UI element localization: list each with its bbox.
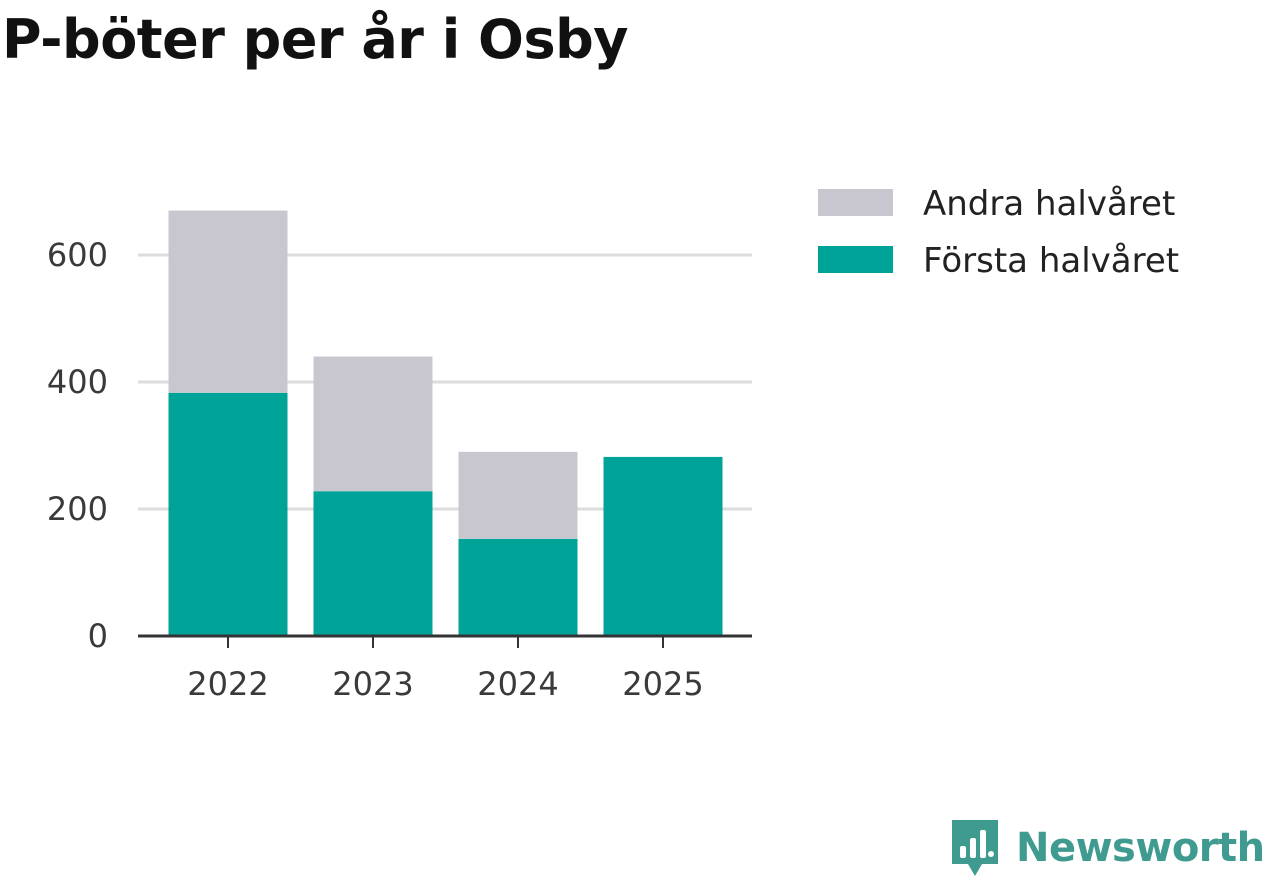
bar-2022-forsta-halvaret <box>168 392 288 636</box>
legend-swatch-andra-halvaret <box>818 189 893 216</box>
legend-label-forsta-halvaret: Första halvåret <box>923 241 1179 281</box>
bar-2023-forsta-halvaret <box>313 491 433 636</box>
x-tick-label-2025: 2025 <box>622 665 703 703</box>
x-tick-label-2022: 2022 <box>187 665 268 703</box>
bar-2025-forsta-halvaret <box>603 456 723 636</box>
y-tick-label-400: 400 <box>47 363 108 401</box>
bar-2024-forsta-halvaret <box>458 538 578 636</box>
bar-2022-andra-halvaret <box>168 210 288 393</box>
brand-logo: Newsworthy <box>950 818 1262 878</box>
bars-layer <box>168 210 723 636</box>
bar-2023-andra-halvaret <box>313 356 433 492</box>
y-tick-label-0: 0 <box>88 617 108 655</box>
legend-label-andra-halvaret: Andra halvåret <box>923 184 1175 224</box>
y-tick-label-600: 600 <box>47 236 108 274</box>
newsworthy-logo-icon <box>952 820 998 876</box>
x-tick-label-2024: 2024 <box>477 665 558 703</box>
y-tick-label-200: 200 <box>47 490 108 528</box>
brand-name: Newsworthy <box>1016 825 1262 871</box>
legend-swatch-forsta-halvaret <box>818 246 893 273</box>
x-tick-label-2023: 2023 <box>332 665 413 703</box>
legend: Andra halvåret Första halvåret <box>818 184 1179 281</box>
bar-2024-andra-halvaret <box>458 451 578 539</box>
axis-layer: 0 200 400 600 2022 2023 2024 2025 <box>47 236 752 703</box>
chart-title: P-böter per år i Osby <box>2 8 628 71</box>
